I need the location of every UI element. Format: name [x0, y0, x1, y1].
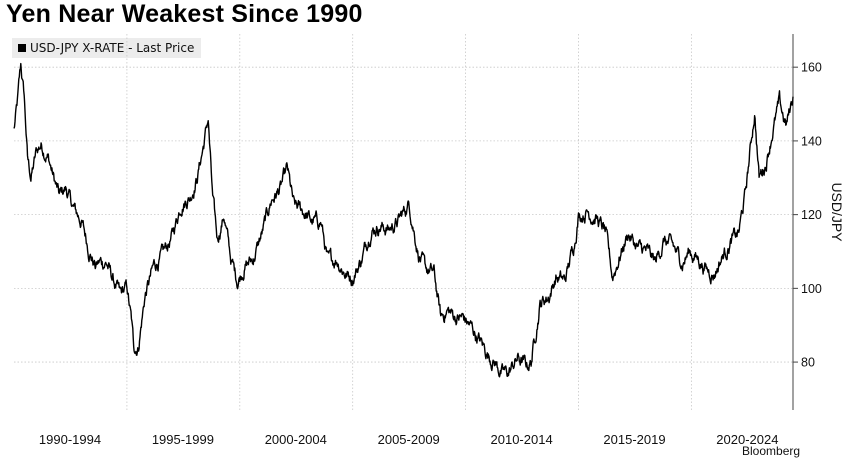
chart-title: Yen Near Weakest Since 1990	[6, 0, 363, 28]
y-tick-label-140: 140	[801, 134, 822, 148]
x-tick-label-2005-2009: 2005-2009	[378, 432, 440, 447]
x-axis-labels: 1990-1994 1995-1999 2000-2004 2005-2009 2010…	[39, 432, 779, 447]
x-tick-label-1995-1999: 1995-1999	[152, 432, 214, 447]
x-tick-label-2015-2019: 2015-2019	[603, 432, 665, 447]
y-tick-label-100: 100	[801, 282, 822, 296]
series-line-usdjpy	[13, 62, 794, 378]
y-tick-label-80: 80	[801, 356, 815, 370]
x-tick-label-2000-2004: 2000-2004	[265, 432, 327, 447]
legend: USD-JPY X-RATE - Last Price	[12, 38, 202, 58]
legend-label: USD-JPY X-RATE - Last Price	[30, 41, 195, 55]
x-tick-label-2010-2014: 2010-2014	[491, 432, 553, 447]
x-tick-label-2020-2024: 2020-2024	[716, 432, 778, 447]
y-axis: 80 100 120 140 160	[792, 34, 822, 410]
source-credit: Bloomberg	[742, 444, 801, 458]
gridlines	[14, 34, 793, 410]
y-axis-label: USD/JPY	[829, 182, 845, 242]
series-layer	[13, 62, 794, 378]
legend-swatch-icon	[18, 44, 26, 52]
y-tick-label-160: 160	[801, 61, 822, 75]
y-tick-label-120: 120	[801, 208, 822, 222]
x-tick-label-1990-1994: 1990-1994	[39, 432, 101, 447]
